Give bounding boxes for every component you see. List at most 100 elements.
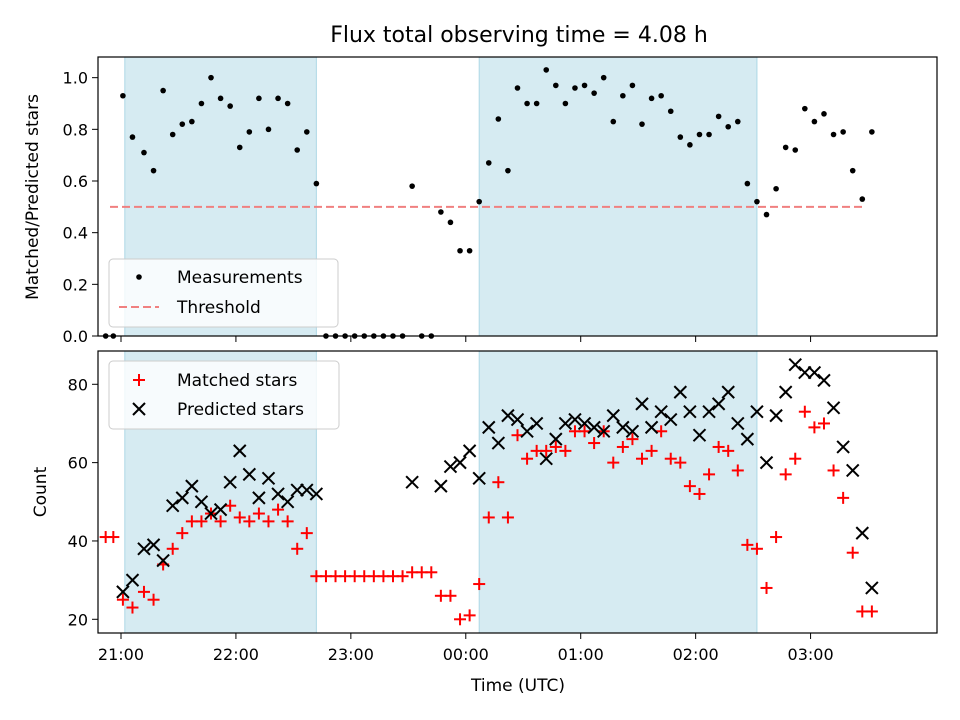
matched-star-point	[798, 405, 811, 418]
predicted-star-point	[635, 397, 649, 411]
bottom-y-tick-label: 40	[68, 532, 88, 551]
measurement-point	[610, 118, 617, 125]
bottom-legend-box	[108, 360, 340, 430]
predicted-star-point	[740, 432, 755, 446]
measurement-point	[840, 129, 846, 135]
bottom-y-tick-label: 80	[68, 375, 88, 394]
measurement-point	[505, 167, 511, 174]
top-y-ticks: 0.0 0.2 0.4 0.6 0.8 1.0	[63, 69, 98, 346]
matched-star-point	[482, 511, 495, 524]
matched-star-point	[779, 468, 792, 481]
predicted-star-point	[539, 452, 553, 466]
matched-star-point	[607, 456, 620, 469]
matched-star-point	[492, 476, 505, 489]
predicted-star-point	[185, 479, 199, 493]
matched-star-point	[559, 444, 572, 457]
predicted-star-point	[482, 420, 496, 435]
measurement-point	[265, 126, 272, 133]
predicted-star-point	[721, 385, 735, 399]
top-y-tick-label: 1.0	[63, 69, 88, 88]
predicted-star-point	[702, 405, 716, 419]
measurement-point	[543, 67, 550, 73]
bottom-y-tick-label: 60	[68, 454, 88, 473]
measurement-point	[246, 129, 253, 135]
measurement-point	[687, 142, 693, 148]
predicted-star-point	[204, 506, 218, 521]
matched-star-point	[463, 609, 476, 622]
x-tick-label: 01:00	[558, 645, 604, 664]
predicted-star-point	[462, 444, 477, 458]
measurement-point	[236, 144, 243, 151]
measurement-point	[629, 82, 636, 89]
matched-star-point	[501, 511, 514, 524]
measurement-point	[169, 131, 176, 138]
predicted-star-point	[280, 495, 295, 509]
measurement-point	[648, 95, 655, 102]
measurement-point	[667, 108, 674, 115]
measurement-point	[734, 118, 741, 125]
predicted-star-point	[116, 585, 130, 599]
matched-star-point	[425, 566, 438, 579]
measurement-point	[600, 74, 607, 81]
legend-predicted-label: Predicted stars	[177, 400, 304, 420]
legend-measurements-label: Measurements	[177, 268, 303, 288]
measurement-point	[715, 113, 722, 120]
predicted-star-point	[778, 385, 793, 399]
matched-star-point	[846, 546, 859, 559]
predicted-star-point	[769, 408, 783, 423]
top-legend: Measurements Threshold	[108, 258, 339, 328]
measurement-point	[859, 196, 866, 202]
legend-threshold-label: Threshold	[176, 298, 261, 318]
matched-star-point	[116, 593, 129, 606]
matched-star-point	[137, 585, 150, 598]
predicted-star-point	[654, 405, 668, 419]
predicted-star-point	[577, 416, 592, 431]
matched-star-point	[750, 542, 763, 555]
predicted-star-point	[213, 502, 228, 517]
matched-star-point	[636, 452, 649, 465]
predicted-star-point	[453, 455, 467, 470]
predicted-star-point	[846, 463, 860, 478]
predicted-star-point	[549, 432, 563, 446]
legend-matched-label: Matched stars	[177, 371, 297, 391]
predicted-star-point	[817, 373, 831, 388]
matched-star-point	[281, 515, 294, 528]
bottom-matched-points	[99, 405, 878, 626]
predicted-star-point	[252, 491, 266, 505]
predicted-star-point	[836, 440, 850, 454]
matched-star-point	[674, 456, 687, 469]
bottom-y-ticks: 20 40 60 80	[68, 375, 98, 629]
measurement-point	[313, 180, 320, 187]
matched-star-point	[712, 440, 725, 453]
measurement-point	[141, 149, 147, 156]
matched-star-point	[789, 452, 802, 465]
predicted-star-point	[491, 436, 506, 450]
bottom-y-axis-label: Count	[31, 466, 51, 517]
measurement-point	[160, 87, 166, 94]
matched-star-point	[731, 464, 744, 477]
matched-star-point	[655, 425, 668, 438]
predicted-star-point	[644, 420, 659, 435]
predicted-star-point	[558, 416, 573, 431]
predicted-star-point	[156, 553, 170, 568]
matched-star-point	[300, 527, 313, 540]
matched-star-point	[252, 507, 265, 520]
matched-star-point	[827, 464, 840, 477]
bottom-x-ticks: 21:00 22:00 23:00 00:00 01:00 02:00 03:00	[98, 633, 834, 664]
x-tick-label: 03:00	[788, 645, 834, 664]
legend-measurements-marker	[136, 274, 142, 280]
matched-star-point	[126, 601, 139, 614]
measurement-point	[198, 100, 205, 107]
matched-star-point	[808, 421, 821, 434]
measurement-point	[658, 92, 664, 99]
matched-star-point	[741, 538, 754, 551]
measurement-point	[581, 82, 588, 89]
predicted-star-point	[807, 365, 822, 380]
predicted-star-point	[233, 444, 247, 458]
bottom-legend: Matched stars Predicted stars	[108, 360, 340, 430]
matched-star-point	[262, 515, 275, 528]
measurement-point	[129, 134, 136, 140]
measurement-point	[811, 118, 818, 125]
measurement-point	[639, 121, 645, 127]
measurement-point	[763, 211, 770, 218]
